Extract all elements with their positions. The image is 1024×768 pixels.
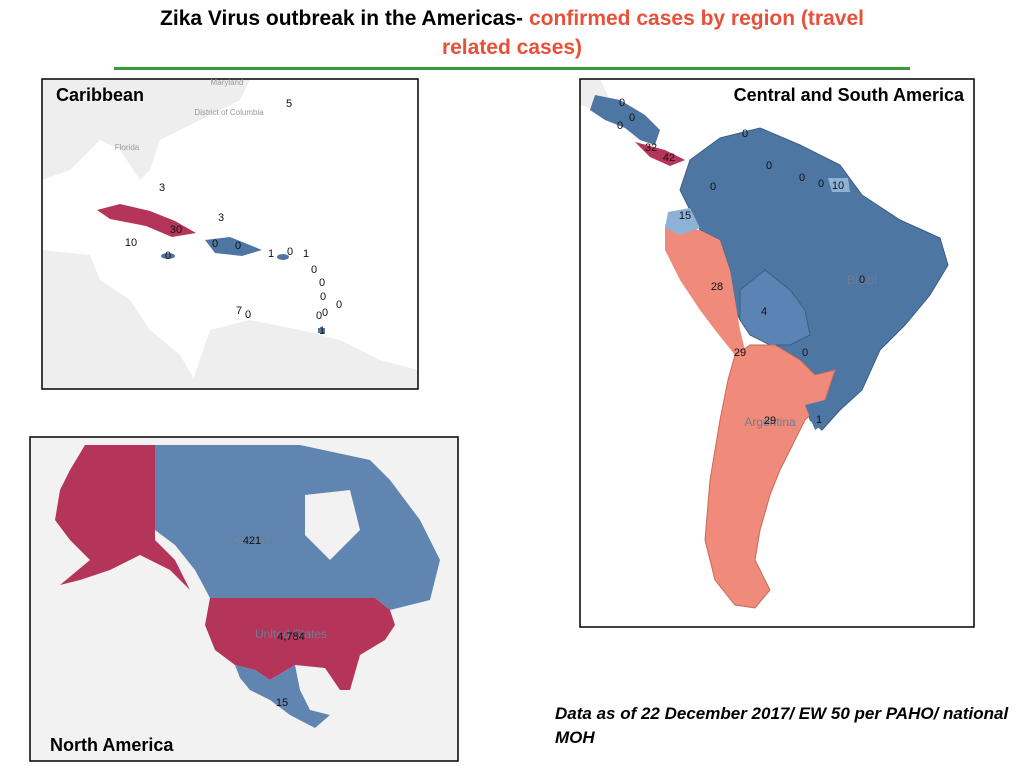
case-count: 1 [268, 248, 274, 260]
panel-title: Caribbean [56, 85, 144, 105]
case-count: 1 [303, 248, 309, 260]
land [190, 320, 418, 389]
north-america-map [29, 436, 459, 762]
case-count: 1 [816, 414, 822, 426]
case-count: 0 [319, 277, 325, 289]
united-states [205, 598, 395, 690]
panel-border [41, 78, 419, 390]
hudson-bay [305, 490, 360, 560]
caribbean-map [41, 78, 419, 390]
jamaica [161, 253, 175, 259]
case-count: 15 [679, 210, 691, 222]
title-main: Zika Virus outbreak in the Americas- [160, 7, 523, 30]
case-count: 0 [766, 160, 772, 172]
title-highlight: confirmed cases by region (travel relate… [441, 7, 864, 59]
place-label: Brazil [847, 273, 877, 287]
case-count: 0 [235, 240, 241, 252]
case-count: 10 [832, 180, 844, 192]
case-count: 1 [319, 325, 325, 337]
case-count: 0 [859, 274, 865, 286]
place-label: Canada [231, 533, 273, 547]
case-count: 0 [799, 172, 805, 184]
title-rule [114, 67, 910, 70]
case-count: 0 [316, 310, 322, 322]
case-count: 0 [245, 309, 251, 321]
panel-title: Central and South America [734, 85, 965, 105]
place-label: District of Columbia [194, 108, 264, 117]
case-count: 0 [320, 291, 326, 303]
case-count: 0 [710, 181, 716, 193]
peru [665, 225, 745, 355]
case-count: 0 [322, 307, 328, 319]
panel-border [29, 436, 459, 762]
case-count: 0 [629, 112, 635, 124]
case-count: 0 [311, 264, 317, 276]
hispaniola [205, 237, 262, 256]
case-count: 0 [818, 178, 824, 190]
land [42, 79, 250, 180]
mexico [235, 665, 330, 728]
puerto-rico [277, 254, 289, 260]
case-count: 0 [165, 250, 171, 262]
central-america [590, 95, 660, 145]
case-count: 7 [236, 305, 242, 317]
trinidad [318, 328, 325, 333]
case-count: 0 [287, 246, 293, 258]
bolivia [739, 269, 811, 346]
case-count: 4,784 [277, 631, 305, 643]
place-label: Argentina [744, 415, 796, 429]
case-count: 15 [276, 697, 288, 709]
chile-argentina [704, 344, 836, 609]
case-count: 0 [212, 238, 218, 250]
place-label: Florida [115, 143, 140, 152]
case-count: 0 [619, 97, 625, 109]
case-count: 0 [742, 128, 748, 140]
costa-rica-panama [635, 142, 685, 166]
case-count: 42 [663, 152, 675, 164]
panel-border [579, 78, 975, 628]
place-label: United States [255, 627, 327, 641]
case-count: 0 [336, 299, 342, 311]
case-count: 421 [243, 535, 261, 547]
panel-title: North America [50, 735, 174, 755]
footnote: Data as of 22 December 2017/ EW 50 per P… [555, 704, 1009, 747]
alaska [55, 445, 190, 590]
case-count: 30 [170, 224, 182, 236]
cuba [97, 204, 196, 237]
case-count: 0 [617, 120, 623, 132]
case-count: 32 [645, 142, 657, 154]
uruguay [805, 400, 830, 430]
case-count: 0 [802, 347, 808, 359]
case-count: 4 [761, 306, 767, 318]
case-count: 3 [159, 182, 165, 194]
south-america-map [579, 78, 975, 628]
case-count: 5 [286, 98, 292, 110]
slide-title: Zika Virus outbreak in the Americas-conf… [150, 4, 874, 62]
case-count: 29 [764, 415, 776, 427]
case-count: 3 [218, 212, 224, 224]
land [42, 250, 200, 389]
canada [155, 445, 440, 610]
french-guiana [828, 178, 850, 192]
ecuador [665, 208, 700, 235]
place-label: Maryland [211, 78, 244, 87]
case-count: 10 [125, 237, 137, 249]
case-count: 28 [711, 281, 723, 293]
case-count: 29 [734, 347, 746, 359]
